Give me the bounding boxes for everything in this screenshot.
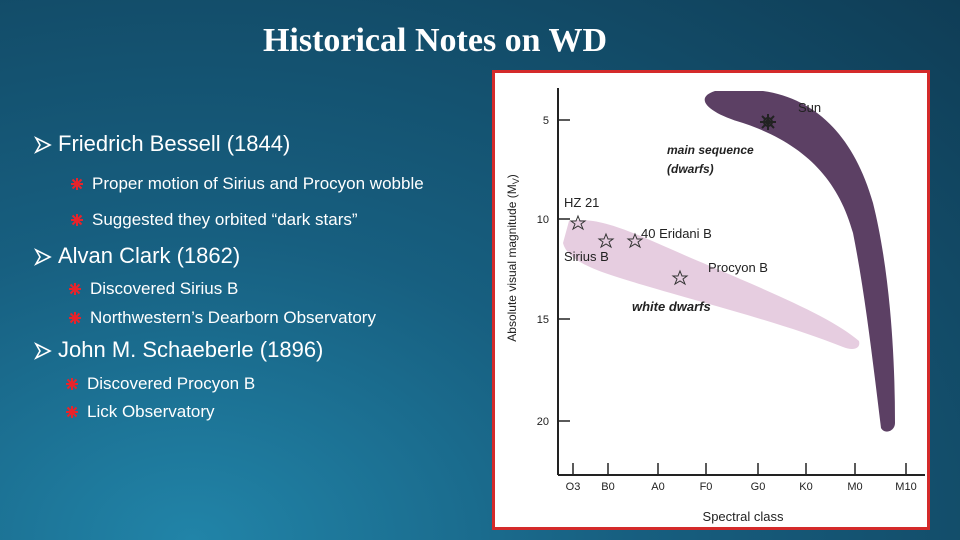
ticks: 5 10 15 20 O3 B0 A0 F0 G0 K0 M0 M10 — [537, 115, 917, 493]
hr-diagram: Sun main sequence (dwarfs) HZ 21 40 Erid… — [505, 88, 925, 524]
ray — [69, 283, 81, 295]
y-tick-label: 15 — [537, 314, 549, 326]
ray — [71, 214, 83, 226]
label: white dwarfs — [632, 299, 711, 314]
bullet: Friedrich Bessell (1844) — [58, 131, 291, 156]
sub-bullet — [69, 283, 81, 295]
x-axis-label: Spectral class — [703, 509, 784, 524]
bullet: Alvan Clark (1862) — [58, 243, 241, 268]
sub-bullet-text: Suggested they orbited “dark stars” — [92, 210, 358, 229]
label: 40 Eridani B — [641, 226, 712, 241]
sub-bullet-text: Northwestern’s Dearborn Observatory — [90, 308, 376, 327]
ray — [71, 178, 83, 190]
ray — [66, 378, 78, 390]
label: Sirius B — [564, 249, 609, 264]
x-tick-label: K0 — [799, 481, 812, 493]
sub-bullet-text: Discovered Sirius B — [90, 279, 239, 298]
label: Procyon B — [708, 260, 768, 275]
x-tick-label: G0 — [751, 481, 766, 493]
stars — [569, 214, 689, 286]
sub-bullet — [71, 214, 83, 226]
bullet-arrow — [34, 248, 52, 266]
sub-bullet — [66, 378, 78, 390]
label: HZ 21 — [564, 195, 599, 210]
x-tick-label: B0 — [601, 481, 614, 493]
bullet-arrow — [34, 342, 52, 360]
label: (dwarfs) — [667, 162, 714, 176]
x-tick-label: O3 — [566, 481, 581, 493]
y-tick-label: 5 — [543, 115, 549, 127]
y-tick-label: 20 — [537, 416, 549, 428]
x-tick-label: A0 — [651, 481, 664, 493]
y-tick-label: 10 — [537, 214, 549, 226]
main-sequence-band — [704, 91, 895, 432]
x-tick-label: M0 — [847, 481, 862, 493]
arrow-shape — [34, 248, 52, 266]
sub-bullet-text: Proper motion of Sirius and Procyon wobb… — [92, 174, 424, 193]
ray — [66, 406, 78, 418]
figure: Sun main sequence (dwarfs) HZ 21 40 Erid… — [492, 70, 930, 530]
y-axis-label: Absolute visual magnitude (MV) — [505, 174, 521, 341]
x-tick-label: F0 — [700, 481, 713, 493]
x-tick-label: M10 — [895, 481, 916, 493]
sub-bullet-text: Lick Observatory — [87, 402, 215, 421]
sub-bullet — [69, 312, 81, 324]
white-dwarf-band — [563, 220, 860, 349]
sun-marker — [760, 114, 776, 130]
bullet: John M. Schaeberle (1896) — [58, 337, 324, 362]
label: Sun — [798, 100, 821, 115]
sub-bullet — [66, 406, 78, 418]
title: Historical Notes on WD — [262, 22, 608, 59]
label: main sequence — [667, 143, 754, 157]
arrow-shape — [34, 342, 52, 360]
ray — [69, 312, 81, 324]
sub-bullet — [71, 178, 83, 190]
bullet-arrow — [34, 136, 52, 154]
arrow-shape — [34, 136, 52, 154]
sub-bullet-text: Discovered Procyon B — [87, 374, 256, 393]
